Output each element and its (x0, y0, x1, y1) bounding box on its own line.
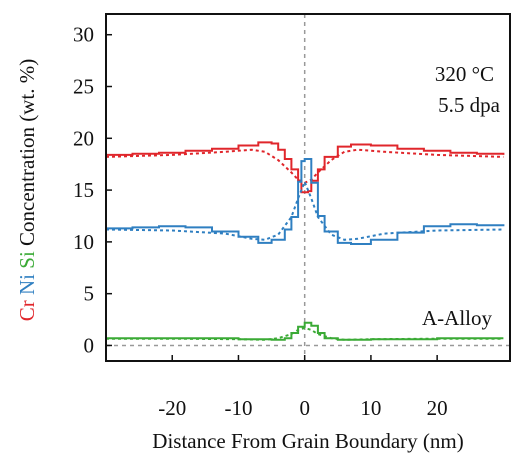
y-tick-label: 10 (73, 230, 94, 254)
x-tick-label: 20 (427, 396, 448, 420)
y-tick-label: 30 (73, 23, 94, 47)
x-tick-label: 0 (299, 396, 310, 420)
annotation-alloy: A-Alloy (422, 306, 492, 330)
y-axis-title-part: Concentration (wt. %) (15, 59, 39, 251)
annotation-dose: 5.5 dpa (438, 93, 501, 117)
y-axis-title-part: Ni (15, 274, 39, 295)
axis-layer: -20 -10 0 10 20 0 5 10 15 20 25 30 (73, 23, 448, 420)
y-tick-label: 15 (73, 178, 94, 202)
si-measured-line (106, 321, 504, 341)
plot-frame (105, 13, 511, 362)
y-axis-title-part: Si (15, 251, 39, 269)
annotation-temperature: 320 °C (435, 62, 494, 86)
x-axis-title: Distance From Grain Boundary (nm) (152, 429, 463, 453)
y-tick-label: 0 (84, 333, 95, 357)
reference-lines (106, 14, 510, 361)
cr-measured-line (106, 141, 505, 194)
x-tick-label: -20 (158, 396, 186, 420)
y-tick-label: 25 (73, 75, 94, 99)
ni-measured-line (106, 158, 505, 245)
y-tick-label: 5 (84, 282, 95, 306)
y-axis-title: Cr Ni Si Concentration (wt. %) (15, 59, 39, 321)
series-layer (105, 141, 505, 341)
y-axis-title-part: Cr (15, 300, 39, 321)
y-tick-label: 20 (73, 126, 94, 150)
x-tick-label: 10 (360, 396, 381, 420)
x-tick-label: -10 (224, 396, 252, 420)
